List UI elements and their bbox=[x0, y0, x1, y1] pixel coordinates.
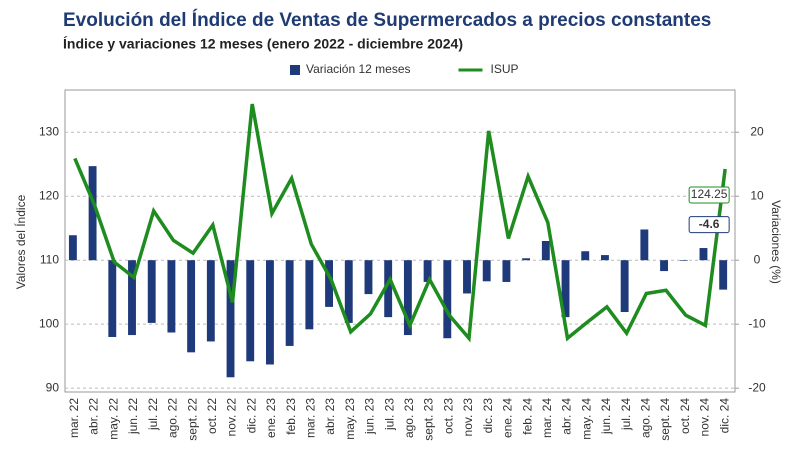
x-tick-label: dic. 22 bbox=[244, 398, 258, 434]
bar bbox=[423, 260, 432, 282]
bar bbox=[601, 255, 609, 261]
bar bbox=[384, 260, 393, 318]
y-tick-label: 100 bbox=[39, 316, 59, 330]
x-tick-label: nov. 24 bbox=[698, 398, 712, 437]
x-tick-label: sept. 23 bbox=[422, 398, 436, 441]
x-tick-label: jul. 24 bbox=[619, 398, 633, 431]
x-tick-label: nov. 23 bbox=[461, 398, 475, 437]
y2-tick-label: -20 bbox=[748, 380, 766, 394]
y2-tick-label: 10 bbox=[750, 188, 764, 202]
x-tick-label: ago. 23 bbox=[402, 398, 416, 438]
x-tick-label: jun. 22 bbox=[126, 398, 140, 435]
y-tick-label: 110 bbox=[40, 252, 59, 266]
bar bbox=[660, 260, 668, 272]
y2-tick-label: 0 bbox=[754, 252, 761, 266]
bar bbox=[266, 260, 274, 365]
x-tick-label: jul. 22 bbox=[146, 398, 160, 431]
bar bbox=[226, 260, 235, 378]
x-tick-label: oct. 23 bbox=[441, 398, 455, 434]
y2-tick-label: 20 bbox=[750, 124, 764, 138]
bar bbox=[187, 260, 196, 353]
bar bbox=[403, 260, 412, 336]
bar bbox=[206, 260, 215, 342]
y-tick-label: 90 bbox=[46, 380, 60, 394]
bar bbox=[305, 260, 314, 330]
x-tick-label: mar. 23 bbox=[303, 398, 317, 438]
bar bbox=[679, 260, 688, 261]
chart-title: Evolución del Índice de Ventas de Superm… bbox=[63, 9, 711, 31]
data-label-box bbox=[688, 186, 730, 204]
data-label-box bbox=[688, 216, 730, 234]
bar bbox=[699, 248, 708, 261]
x-tick-label: feb. 23 bbox=[284, 398, 298, 435]
x-tick-label: mar. 24 bbox=[540, 398, 554, 438]
x-tick-label: may. 23 bbox=[343, 398, 357, 440]
x-tick-label: may. 24 bbox=[579, 398, 593, 440]
x-tick-label: abr. 24 bbox=[560, 398, 574, 435]
x-tick-label: dic. 23 bbox=[481, 398, 495, 434]
x-tick-label: may. 22 bbox=[106, 398, 120, 440]
legend-swatch bbox=[290, 65, 300, 75]
bar bbox=[285, 260, 294, 346]
bar bbox=[147, 260, 156, 323]
legend-label: ISUP bbox=[491, 62, 519, 76]
bar bbox=[541, 241, 550, 261]
bar bbox=[128, 260, 136, 336]
bar bbox=[246, 260, 255, 362]
line bbox=[73, 103, 727, 343]
y2-axis-title: Variaciones (%) bbox=[769, 200, 783, 284]
data-label: 124.25 bbox=[691, 187, 728, 201]
bar bbox=[482, 260, 491, 282]
y-axis-title: Valores del Índice bbox=[13, 194, 28, 289]
data-label: -4.6 bbox=[699, 217, 720, 231]
plot-area bbox=[64, 89, 736, 393]
y-tick-label: 120 bbox=[39, 188, 59, 202]
legend-label: Variación 12 meses bbox=[306, 62, 411, 76]
bar bbox=[561, 260, 570, 318]
x-tick-label: ago. 24 bbox=[638, 398, 652, 438]
x-tick-label: jun. 23 bbox=[363, 398, 377, 435]
y2-tick-label: -10 bbox=[748, 316, 766, 330]
bar bbox=[620, 260, 629, 313]
bar bbox=[364, 260, 373, 295]
x-tick-label: mar. 22 bbox=[67, 398, 81, 438]
bar bbox=[325, 260, 333, 307]
x-tick-label: oct. 22 bbox=[205, 398, 219, 434]
x-tick-label: ene. 24 bbox=[501, 398, 515, 438]
bar bbox=[443, 260, 452, 339]
y-tick-label: 130 bbox=[39, 124, 59, 138]
bar bbox=[344, 260, 353, 323]
bar bbox=[522, 258, 531, 261]
x-tick-label: jun. 24 bbox=[599, 398, 613, 435]
x-tick-label: sept. 24 bbox=[658, 398, 672, 441]
x-tick-label: jul. 23 bbox=[382, 398, 396, 431]
bar bbox=[108, 260, 117, 337]
x-tick-label: ene. 23 bbox=[264, 398, 278, 438]
bar bbox=[167, 260, 176, 333]
x-tick-label: dic. 24 bbox=[717, 398, 731, 434]
x-tick-label: abr. 23 bbox=[323, 398, 337, 435]
bar bbox=[719, 260, 728, 290]
bar bbox=[502, 260, 511, 282]
x-tick-label: nov. 22 bbox=[225, 398, 239, 437]
x-tick-label: ago. 22 bbox=[166, 398, 180, 438]
x-tick-label: abr. 22 bbox=[87, 398, 101, 435]
x-tick-label: sept. 22 bbox=[185, 398, 199, 441]
bar bbox=[463, 260, 471, 294]
bar bbox=[581, 251, 590, 261]
x-tick-label: feb. 24 bbox=[520, 398, 534, 435]
chart-subtitle: Índice y variaciones 12 meses (enero 202… bbox=[63, 36, 463, 52]
x-tick-label: oct. 24 bbox=[678, 398, 692, 434]
bar bbox=[88, 166, 97, 261]
bar bbox=[68, 235, 77, 261]
bar bbox=[640, 229, 649, 261]
